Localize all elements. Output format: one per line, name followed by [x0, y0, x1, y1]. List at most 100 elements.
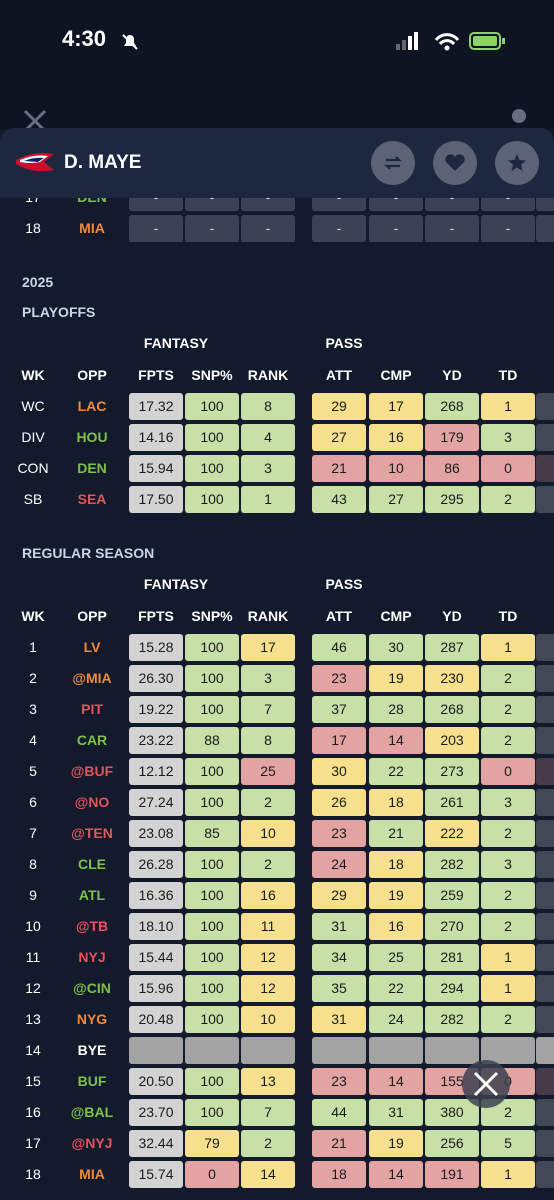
stat-cell: 27	[369, 485, 423, 513]
opponent: PIT	[81, 701, 103, 717]
stat-cell: 14	[369, 1067, 423, 1095]
stat-cell: 100	[185, 1067, 239, 1095]
stat-cell: -	[481, 214, 535, 242]
group-header: PASS	[325, 335, 363, 351]
stat-cell: 222	[425, 819, 479, 847]
stat-cell: 35	[312, 974, 366, 1002]
stat-cell: 7	[241, 695, 295, 723]
stat-cell: 100	[185, 392, 239, 420]
column-header: SNP%	[191, 608, 233, 624]
stat-cell: 23	[312, 664, 366, 692]
stat-cell: 37	[312, 695, 366, 723]
opponent: CAR	[76, 732, 108, 748]
column-header: TD	[498, 367, 518, 383]
stat-cell: 2	[481, 485, 535, 513]
stat-cell: 273	[425, 757, 479, 785]
stat-cell: 7	[241, 1098, 295, 1126]
mute-icon	[122, 34, 138, 50]
stat-cell: 3	[241, 454, 295, 482]
stat-cell: 16	[241, 881, 295, 909]
group-header: FANTASY	[143, 335, 209, 351]
stat-cell: 8	[241, 726, 295, 754]
week: 5	[29, 763, 37, 779]
opponent: @BAL	[70, 1104, 114, 1120]
week: 14	[25, 1042, 41, 1058]
compare-button[interactable]	[371, 141, 415, 185]
stat-cell: 23.70	[129, 1098, 183, 1126]
stat-cell: 5	[481, 1129, 535, 1157]
stat-cell: 261	[425, 788, 479, 816]
stat-cell: 4	[241, 423, 295, 451]
clipped-cell	[536, 633, 554, 661]
section-title: PLAYOFFS	[22, 304, 96, 320]
stat-cell: 17	[369, 392, 423, 420]
stat-cell: 17	[312, 726, 366, 754]
star-button[interactable]	[495, 141, 539, 185]
empty-cell	[241, 1036, 295, 1064]
column-header: FPTS	[138, 367, 174, 383]
status-icons	[396, 32, 505, 51]
stat-cell: 100	[185, 912, 239, 940]
stat-cell: 18	[312, 1160, 366, 1188]
stat-cell: 100	[185, 1098, 239, 1126]
stat-cell: 27	[312, 423, 366, 451]
stat-cell: 30	[312, 757, 366, 785]
stat-cell: 23	[312, 1067, 366, 1095]
stat-cell: 20.48	[129, 1005, 183, 1033]
clipped-cell	[536, 454, 554, 482]
clipped-cell	[536, 1067, 554, 1095]
clipped-cell	[536, 423, 554, 451]
stat-cell: 1	[481, 943, 535, 971]
week: CON	[17, 460, 49, 476]
stat-cell: 2	[481, 695, 535, 723]
stat-cell: 21	[312, 454, 366, 482]
week: DIV	[21, 429, 45, 445]
stat-cell: 1	[481, 392, 535, 420]
week: 9	[29, 887, 37, 903]
stat-cell: 2	[241, 1129, 295, 1157]
favorite-button[interactable]	[433, 141, 477, 185]
star-icon	[508, 154, 526, 171]
clock: 4:30	[62, 26, 107, 51]
dismiss-button[interactable]	[462, 1060, 510, 1108]
stat-cell: 230	[425, 664, 479, 692]
empty-cell	[481, 1036, 535, 1064]
stat-cell: 1	[481, 1160, 535, 1188]
opponent: BUF	[77, 1073, 107, 1089]
column-header: SNP%	[191, 367, 233, 383]
stat-cell: 3	[241, 664, 295, 692]
week: 1	[29, 639, 37, 655]
stat-cell: 8	[241, 392, 295, 420]
stat-cell: 282	[425, 850, 479, 878]
stat-cell: 15.28	[129, 633, 183, 661]
stat-cell: 12	[241, 943, 295, 971]
stat-cell: 12.12	[129, 757, 183, 785]
column-header: RANK	[247, 367, 289, 383]
stat-cell: 16	[369, 912, 423, 940]
stat-cell: 3	[481, 850, 535, 878]
stat-cell: 2	[481, 881, 535, 909]
player-header: D. MAYE	[0, 128, 554, 198]
column-header: CMP	[380, 608, 412, 624]
column-header: FPTS	[138, 608, 174, 624]
clipped-cell	[536, 757, 554, 785]
stat-cell: 282	[425, 1005, 479, 1033]
stat-cell: 100	[185, 788, 239, 816]
status-area: 4:30	[0, 0, 554, 133]
empty-cell	[369, 1036, 423, 1064]
stat-cell: 18.10	[129, 912, 183, 940]
week: 18	[25, 220, 41, 236]
clipped-cell	[536, 664, 554, 692]
week: 2	[29, 670, 37, 686]
clipped-cell	[536, 1160, 554, 1188]
stat-cell: 268	[425, 695, 479, 723]
stat-cell: 0	[185, 1160, 239, 1188]
opponent: BYE	[77, 1042, 107, 1058]
profile-icon[interactable]	[508, 108, 530, 130]
stat-cell: 14	[369, 1160, 423, 1188]
stat-cell: 18	[369, 788, 423, 816]
stat-cell: 2	[241, 788, 295, 816]
stat-cell: 79	[185, 1129, 239, 1157]
stat-cell: 19	[369, 1129, 423, 1157]
close-icon[interactable]	[22, 108, 48, 134]
